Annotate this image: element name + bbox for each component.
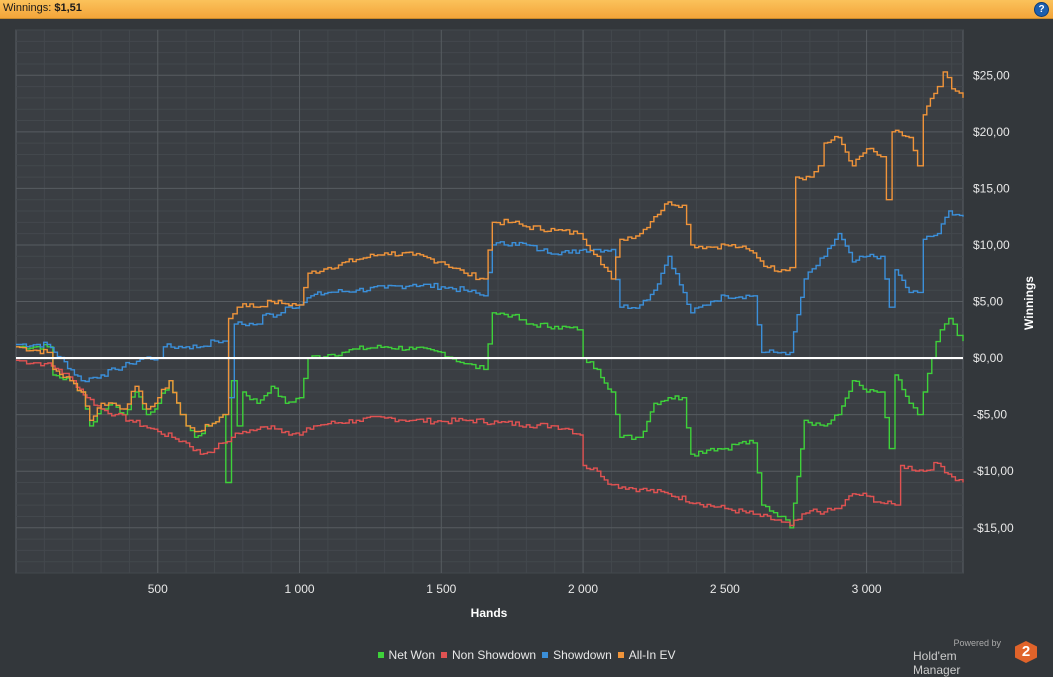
series-line-non-showdown (16, 359, 964, 527)
y-tick-label: $5,00 (973, 295, 1003, 309)
winnings-header: Winnings: $1,51 ? (0, 0, 1053, 19)
header-title: Winnings: $1,51 (3, 2, 82, 14)
y-tick-label: $0,00 (973, 351, 1003, 365)
x-tick-label: 3 000 (852, 582, 882, 596)
y-tick-label: $15,00 (973, 181, 1010, 195)
x-tick-label: 2 000 (568, 582, 598, 596)
legend-swatch (441, 651, 447, 658)
y-tick-label: -$15,00 (973, 521, 1014, 535)
brand-block: Powered by Hold'em Manager 2 (913, 636, 1043, 677)
y-tick-label: $25,00 (973, 68, 1010, 82)
winnings-value: $1,51 (54, 2, 82, 14)
x-axis-title: Hands (471, 606, 508, 620)
x-axis-ticks: 500 1 000 1 500 2 000 2 500 3 000 (148, 582, 882, 596)
chart-grid (15, 29, 964, 574)
legend-label: Non Showdown (452, 648, 537, 662)
series-line-showdown (16, 210, 964, 399)
help-icon[interactable]: ? (1034, 2, 1049, 17)
legend-item-all-in-ev[interactable]: All-In EV (617, 648, 676, 662)
legend-item-net-won[interactable]: Net Won (377, 648, 435, 662)
legend-swatch (542, 651, 549, 658)
legend-swatch (377, 651, 384, 658)
brand-name: Hold'em Manager (913, 649, 961, 677)
y-axis-ticks: $25,00 $20,00 $15,00 $10,00 $5,00 $0,00 -$5,00… (973, 68, 1014, 535)
legend-swatch (617, 651, 624, 658)
legend-item-showdown[interactable]: Showdown (542, 648, 612, 662)
header-label: Winnings: (3, 2, 52, 14)
y-tick-label: $20,00 (973, 125, 1010, 139)
y-axis-title: Winnings (1022, 276, 1036, 330)
x-tick-label: 500 (148, 582, 168, 596)
legend-label: Showdown (553, 648, 612, 662)
x-tick-label: 1 500 (426, 582, 456, 596)
x-tick-label: 2 500 (710, 582, 740, 596)
y-tick-label: $10,00 (973, 238, 1010, 252)
series-line-all-in-ev (16, 71, 964, 433)
legend-label: Net Won (388, 648, 435, 662)
legend-item-non-showdown[interactable]: Non Showdown (441, 648, 536, 662)
y-tick-label: -$10,00 (973, 464, 1014, 478)
chart-legend: Net Won Non Showdown Showdown All-In EV (0, 648, 1053, 664)
powered-by-text: Powered by (953, 638, 1001, 648)
chart-series (16, 71, 964, 529)
x-tick-label: 1 000 (285, 582, 315, 596)
legend-label: All-In EV (628, 648, 676, 662)
hem2-logo-icon: 2 (1015, 641, 1037, 663)
y-tick-label: -$5,00 (973, 408, 1007, 422)
